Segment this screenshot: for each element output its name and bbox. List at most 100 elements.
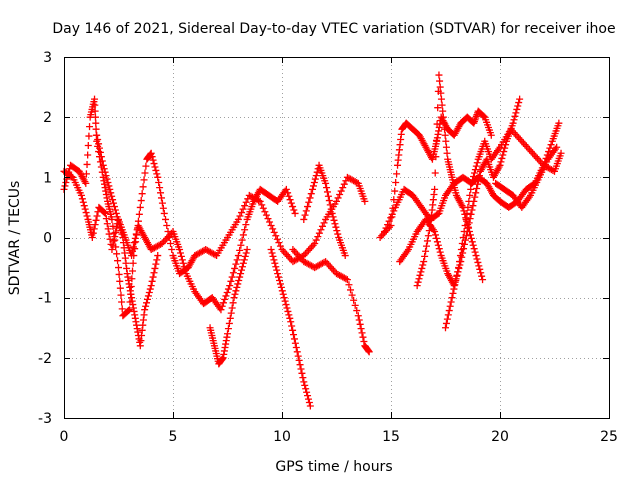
data-point <box>436 83 444 91</box>
data-point <box>357 325 365 333</box>
data-point <box>302 385 310 393</box>
data-point <box>515 134 523 142</box>
data-point <box>258 201 266 209</box>
data-point <box>262 211 270 219</box>
data-point <box>513 132 521 140</box>
data-point <box>112 209 120 217</box>
data-point <box>304 246 312 254</box>
data-point <box>167 240 175 248</box>
data-point <box>106 185 114 193</box>
data-point <box>499 151 507 159</box>
data-point <box>450 285 458 293</box>
data-point <box>393 170 401 178</box>
data-point <box>333 227 341 235</box>
data-point <box>515 99 523 107</box>
data-point <box>143 295 151 303</box>
data-point <box>274 270 282 278</box>
data-point <box>221 295 229 303</box>
data-point <box>469 176 477 184</box>
data-point <box>342 275 350 283</box>
data-point <box>392 178 400 186</box>
data-point <box>320 219 328 227</box>
data-point <box>328 209 336 217</box>
data-point <box>530 151 538 159</box>
series-track-8 <box>376 107 495 241</box>
data-point <box>360 338 368 346</box>
data-point <box>239 231 247 239</box>
data-point <box>516 95 524 103</box>
data-point <box>77 191 85 199</box>
data-point <box>91 113 99 121</box>
data-point <box>454 268 462 276</box>
y-tick-label: -1 <box>38 291 52 307</box>
data-point <box>115 220 123 228</box>
data-point <box>284 252 292 260</box>
data-point <box>176 246 184 254</box>
data-point <box>281 249 289 257</box>
data-point <box>81 205 89 213</box>
data-point <box>509 119 517 127</box>
data-point <box>512 130 520 138</box>
data-point <box>339 184 347 192</box>
data-point <box>178 256 186 264</box>
data-point <box>466 231 474 239</box>
data-point <box>158 199 166 207</box>
data-point <box>453 272 461 280</box>
data-point <box>439 107 447 115</box>
data-point <box>157 189 165 197</box>
series-track-4 <box>206 246 251 368</box>
data-point <box>62 178 70 186</box>
data-point <box>353 307 361 315</box>
data-point <box>468 179 476 187</box>
data-point <box>435 245 443 253</box>
data-point <box>132 230 140 238</box>
data-point <box>115 270 123 278</box>
data-point <box>131 234 139 242</box>
data-point <box>273 235 281 243</box>
data-point <box>285 311 293 319</box>
data-point <box>496 161 504 169</box>
data-point <box>307 190 315 198</box>
data-point <box>431 227 439 235</box>
data-point <box>147 282 155 290</box>
data-point <box>431 185 439 193</box>
data-point <box>289 326 297 334</box>
data-point <box>433 238 441 246</box>
data-point <box>91 101 99 109</box>
data-point <box>308 243 316 251</box>
series-track-13 <box>492 143 561 211</box>
data-point <box>118 305 126 313</box>
data-point <box>417 268 425 276</box>
data-point <box>159 204 167 212</box>
data-point <box>304 203 312 211</box>
data-point <box>441 125 449 133</box>
data-point <box>443 315 451 323</box>
data-point <box>82 179 90 187</box>
data-point <box>387 214 395 222</box>
y-tick-label: -2 <box>38 351 52 367</box>
x-tick-label: 0 <box>60 429 69 445</box>
data-point <box>390 207 398 215</box>
data-point <box>376 234 384 241</box>
series-track-11 <box>413 71 487 290</box>
data-point <box>323 184 331 192</box>
data-point <box>468 206 476 214</box>
data-point <box>242 221 250 229</box>
data-point <box>469 241 477 249</box>
data-point <box>88 234 96 241</box>
data-point <box>385 217 393 225</box>
data-point <box>267 246 275 254</box>
data-point <box>128 252 136 260</box>
data-point <box>152 260 160 268</box>
data-point <box>313 168 321 176</box>
data-point <box>297 365 305 373</box>
data-point <box>129 259 137 267</box>
data-point <box>238 266 246 274</box>
data-point <box>286 196 294 204</box>
data-point <box>467 234 475 242</box>
marks <box>60 71 565 410</box>
data-point <box>146 285 154 293</box>
data-point <box>91 107 99 115</box>
data-point <box>268 249 276 257</box>
data-point <box>116 284 124 292</box>
